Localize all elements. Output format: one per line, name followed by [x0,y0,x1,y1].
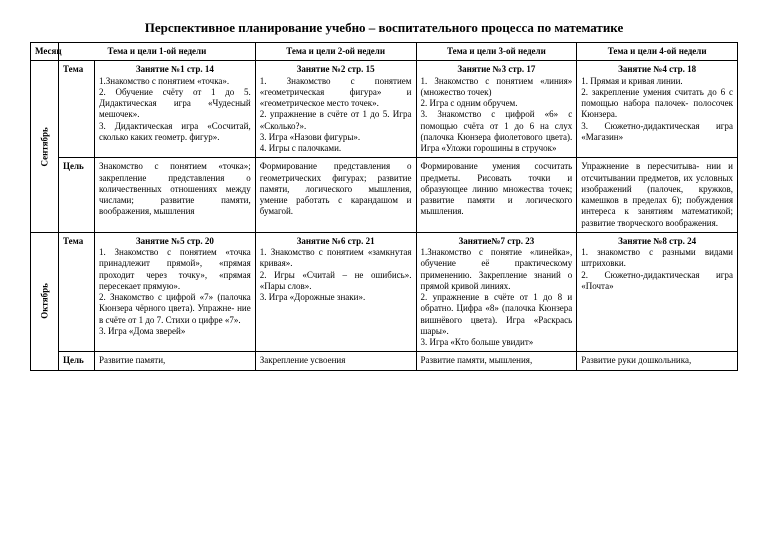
table-row: Цель Развитие памяти, Закрепление усвоен… [31,352,738,370]
lesson-title: Занятие №5 стр. 20 [99,236,251,247]
lesson-body: 1. Прямая и кривая линии.2. закрепление … [581,76,733,142]
sept-cel-w3: Формирование умения сосчитать предметы. … [416,158,577,233]
header-month: Месяц [31,43,59,61]
sept-tema-w1: Занятие №1 стр. 14 1.Знакомство с поняти… [95,61,256,158]
header-week4: Тема и цели 4-ой недели [577,43,738,61]
lesson-title: Занятие №6 стр. 21 [260,236,412,247]
oct-cel-w3: Развитие памяти, мышления, [416,352,577,370]
oct-tema-w2: Занятие №6 стр. 21 1. Знакомство с понят… [255,232,416,352]
header-row: Месяц Тема и цели 1-ой недели Тема и цел… [31,43,738,61]
sept-tema-w4: Занятие №4 стр. 18 1. Прямая и кривая ли… [577,61,738,158]
oct-cel-w2: Закрепление усвоения [255,352,416,370]
lesson-body: 1.Знакомство с понятием «точка».2. Обуче… [99,76,251,142]
lesson-title: Занятие №4 стр. 18 [581,64,733,75]
row-label-tema: Тема [59,232,95,352]
sept-tema-w2: Занятие №2 стр. 15 1. Знакомство с понят… [255,61,416,158]
oct-tema-w3: Занятие№7 стр. 23 1.Знакомство с понятие… [416,232,577,352]
oct-cel-w4: Развитие руки дошкольника, [577,352,738,370]
sept-cel-w4: Упражнение в пересчитыва- нии и отсчитыв… [577,158,738,233]
table-row: Октябрь Тема Занятие №5 стр. 20 1. Знако… [31,232,738,352]
month-label-sept: Сентябрь [31,61,59,233]
header-week1: Тема и цели 1-ой недели [59,43,256,61]
lesson-body: 1. Знакомство с понятием «замкнутая крив… [260,247,412,302]
sept-tema-w3: Занятие №3 стр. 17 1. Знакомство с понят… [416,61,577,158]
lesson-title: Занятие №8 стр. 24 [581,236,733,247]
row-label-cel: Цель [59,352,95,370]
row-label-cel: Цель [59,158,95,233]
oct-tema-w1: Занятие №5 стр. 20 1. Знакомство с понят… [95,232,256,352]
oct-tema-w4: Занятие №8 стр. 24 1. знакомство с разны… [577,232,738,352]
lesson-title: Занятие №3 стр. 17 [421,64,573,75]
lesson-title: Занятие№7 стр. 23 [421,236,573,247]
lesson-body: 1. Знакомство с понятием «точка принадле… [99,247,251,336]
table-row: Сентябрь Тема Занятие №1 стр. 14 1.Знако… [31,61,738,158]
lesson-body: 1.Знакомство с понятие «линейка», обучен… [421,247,573,347]
lesson-title: Занятие №1 стр. 14 [99,64,251,75]
table-row: Цель Знакомство с понятием «точка»; закр… [31,158,738,233]
lesson-body: 1. Знакомство с понятием «геометрическая… [260,76,412,154]
sept-cel-w2: Формирование представления о геометричес… [255,158,416,233]
oct-cel-w1: Развитие памяти, [95,352,256,370]
header-week3: Тема и цели 3-ой недели [416,43,577,61]
sept-cel-w1: Знакомство с понятием «точка»; закреплен… [95,158,256,233]
lesson-body: 1. знакомство с разными видами штриховки… [581,247,733,291]
lesson-body: 1. Знакомство с понятием «линия» (множес… [421,76,573,154]
header-week2: Тема и цели 2-ой недели [255,43,416,61]
page-title: Перспективное планирование учебно – восп… [30,20,738,36]
row-label-tema: Тема [59,61,95,158]
month-label-oct: Октябрь [31,232,59,370]
lesson-title: Занятие №2 стр. 15 [260,64,412,75]
planning-table: Месяц Тема и цели 1-ой недели Тема и цел… [30,42,738,371]
